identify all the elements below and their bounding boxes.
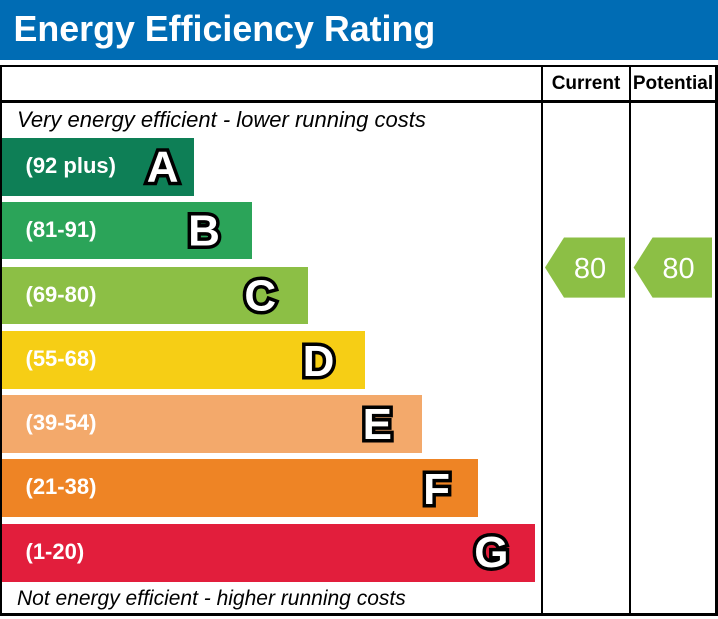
svg-text:D: D: [303, 337, 335, 386]
svg-text:80: 80: [662, 253, 694, 285]
svg-text:A: A: [147, 142, 179, 191]
svg-text:F: F: [423, 465, 450, 514]
svg-text:G: G: [474, 528, 508, 577]
svg-text:B: B: [188, 207, 220, 256]
svg-text:C: C: [244, 272, 276, 321]
svg-text:80: 80: [574, 253, 606, 285]
svg-text:E: E: [363, 400, 392, 449]
